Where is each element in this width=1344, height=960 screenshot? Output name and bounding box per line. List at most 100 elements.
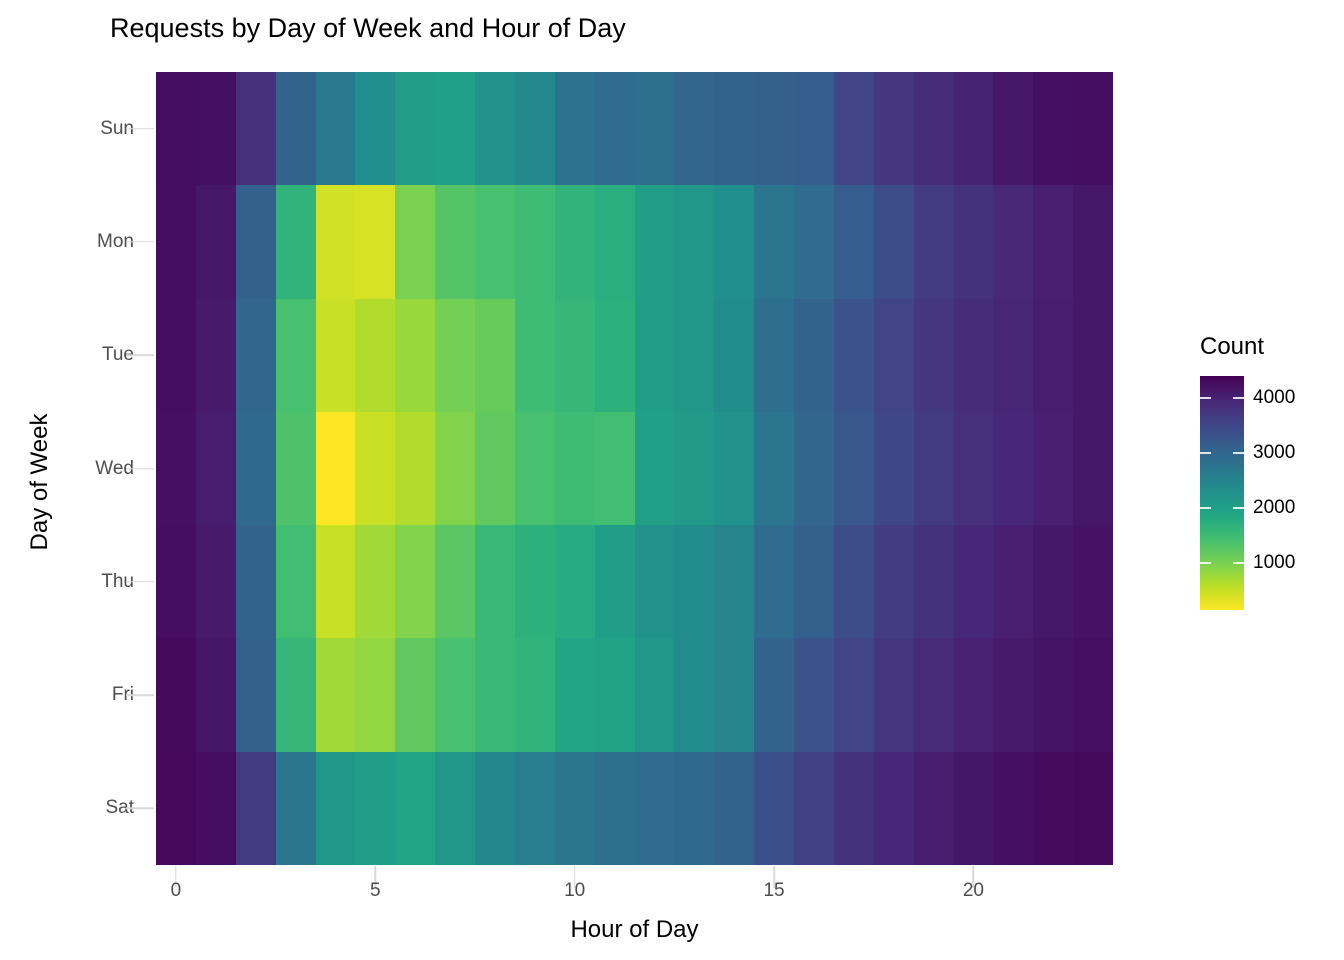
heatmap-cell <box>953 751 994 865</box>
x-tick-mark <box>374 866 377 888</box>
heatmap-cell <box>235 411 276 526</box>
heatmap-cell <box>195 185 236 299</box>
heatmap-cell <box>395 298 436 412</box>
heatmap-cell <box>355 638 396 752</box>
heatmap-cell <box>594 185 635 299</box>
heatmap-cell <box>554 638 595 752</box>
heatmap-cell <box>714 298 755 412</box>
heatmap-cell <box>355 298 396 412</box>
heatmap-cell <box>873 751 914 865</box>
x-tick-mark <box>972 866 975 888</box>
heatmap-cell <box>554 185 595 299</box>
heatmap-cell <box>594 298 635 412</box>
heatmap-cell <box>235 525 276 639</box>
heatmap-cell <box>953 638 994 752</box>
heatmap-cell <box>475 638 515 752</box>
legend-colorbar <box>1200 376 1244 610</box>
heatmap-cell <box>315 72 356 186</box>
legend-tick-label-4000: 4000 <box>1253 387 1296 409</box>
heatmap-cell <box>156 298 196 412</box>
heatmap-cell <box>873 185 914 299</box>
legend-title: Count <box>1200 333 1265 360</box>
heatmap-cell <box>1073 525 1113 639</box>
heatmap-cell <box>833 751 874 865</box>
heatmap-cell <box>913 72 954 186</box>
heatmap-cell <box>195 411 236 526</box>
heatmap-cell <box>315 185 356 299</box>
y-tick-label-fri: Fri <box>111 684 134 706</box>
heatmap-cell <box>1073 185 1113 299</box>
heatmap-cell <box>794 525 834 639</box>
heatmap-cell <box>913 411 954 526</box>
heatmap-grid <box>156 72 1113 865</box>
heatmap-cell <box>873 411 914 526</box>
heatmap-cell <box>873 298 914 412</box>
heatmap-cell <box>714 72 755 186</box>
y-tick-label-sat: Sat <box>105 797 134 819</box>
heatmap-cell <box>514 411 555 526</box>
legend-tick-mark <box>1200 562 1211 565</box>
heatmap-cell <box>833 298 874 412</box>
heatmap-cell <box>674 638 715 752</box>
heatmap-cell <box>754 298 794 412</box>
legend-tick-mark <box>1233 507 1244 510</box>
heatmap-cell <box>195 525 236 639</box>
chart-title: Requests by Day of Week and Hour of Day <box>110 13 626 43</box>
heatmap-cell <box>754 185 794 299</box>
y-tick-label-sun: Sun <box>100 117 134 139</box>
heatmap-cell <box>275 525 316 639</box>
heatmap-cell <box>1073 411 1113 526</box>
heatmap-cell <box>395 72 436 186</box>
heatmap-cell <box>634 411 675 526</box>
heatmap-cell <box>156 638 196 752</box>
heatmap-cell <box>355 72 396 186</box>
heatmap-cell <box>475 72 515 186</box>
heatmap-cell <box>235 298 276 412</box>
heatmap-cell <box>235 638 276 752</box>
legend-tick-mark <box>1200 452 1211 455</box>
y-tick-mark <box>126 807 154 810</box>
heatmap-cell <box>235 72 276 186</box>
heatmap-cell <box>435 638 475 752</box>
heatmap-cell <box>714 751 755 865</box>
heatmap-cell <box>1073 298 1113 412</box>
heatmap-cell <box>993 638 1034 752</box>
heatmap-cell <box>514 298 555 412</box>
heatmap-cell <box>754 72 794 186</box>
heatmap-cell <box>355 525 396 639</box>
heatmap-cell <box>674 751 715 865</box>
legend-tick-mark <box>1233 452 1244 455</box>
heatmap-cell <box>913 638 954 752</box>
x-axis-title: Hour of Day <box>570 916 699 943</box>
heatmap-cell <box>435 525 475 639</box>
heatmap-cell <box>435 72 475 186</box>
x-tick-label-10: 10 <box>564 880 586 901</box>
heatmap-cell <box>714 525 755 639</box>
heatmap-cell <box>1033 72 1074 186</box>
heatmap-cell <box>275 751 316 865</box>
heatmap-cell <box>634 751 675 865</box>
heatmap-cell <box>195 638 236 752</box>
y-tick-label-tue: Tue <box>101 344 134 366</box>
heatmap-cell <box>754 751 794 865</box>
legend-tick-mark <box>1233 562 1244 565</box>
heatmap-cell <box>993 298 1034 412</box>
y-tick-mark <box>126 467 154 470</box>
heatmap-cell <box>833 525 874 639</box>
heatmap-cell <box>674 298 715 412</box>
x-tick-label-15: 15 <box>763 880 785 901</box>
heatmap-cell <box>1073 638 1113 752</box>
heatmap-cell <box>235 185 276 299</box>
heatmap-cell <box>993 411 1034 526</box>
heatmap-cell <box>275 72 316 186</box>
heatmap-cell <box>674 185 715 299</box>
heatmap-cell <box>873 525 914 639</box>
heatmap-cell <box>395 185 436 299</box>
heatmap-cell <box>594 525 635 639</box>
heatmap-cell <box>714 411 755 526</box>
heatmap-cell <box>195 751 236 865</box>
heatmap-cell <box>754 638 794 752</box>
heatmap-cell <box>475 525 515 639</box>
heatmap-cell <box>953 298 994 412</box>
y-axis-title: Day of Week <box>26 413 53 551</box>
